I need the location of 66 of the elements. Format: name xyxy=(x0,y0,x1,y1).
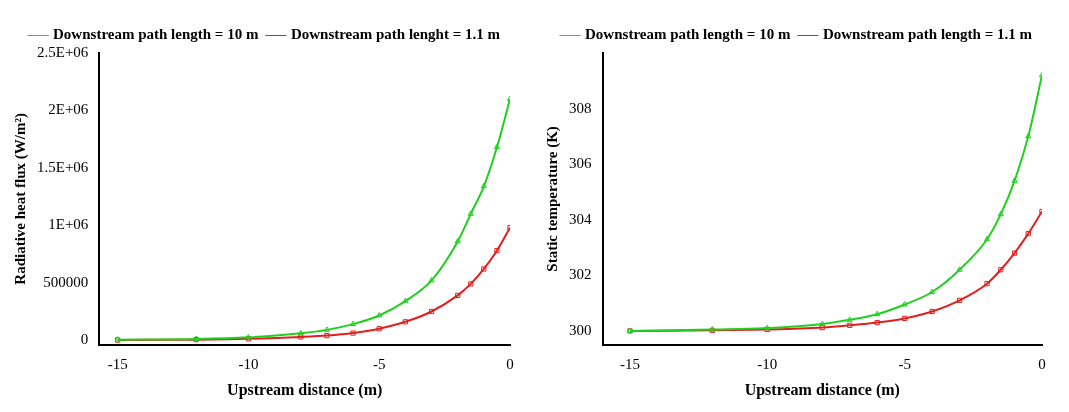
point xyxy=(298,334,304,340)
y-tick-label: 304 xyxy=(569,210,592,227)
point xyxy=(350,330,356,336)
legend-label: Downstream path length = 10 m xyxy=(585,26,791,43)
y-tick-label: 1.5E+06 xyxy=(37,158,89,175)
point xyxy=(376,326,382,332)
point xyxy=(874,310,881,317)
x-axis-title: Upstream distance (m) xyxy=(744,380,900,399)
point xyxy=(997,210,1004,217)
x-tick-label: 0 xyxy=(1038,355,1046,372)
x-tick-label: 0 xyxy=(506,355,514,372)
legend-label: Downstream path lenght = 1.1 m xyxy=(290,26,501,43)
y-tick-label: 308 xyxy=(569,99,592,116)
point xyxy=(480,182,487,189)
x-tick-label: -10 xyxy=(757,355,778,372)
point xyxy=(376,312,383,318)
x-tick-label: -15 xyxy=(107,355,128,372)
point xyxy=(323,326,331,332)
point xyxy=(983,235,991,242)
point xyxy=(929,308,935,315)
point xyxy=(1025,132,1032,139)
point xyxy=(1025,231,1031,237)
y-tick-label: 500000 xyxy=(43,273,89,290)
y-axis-title: Static temperature (K) xyxy=(543,126,561,272)
point xyxy=(901,301,908,307)
point xyxy=(324,332,330,339)
point xyxy=(428,276,435,283)
y-tick-label: 0 xyxy=(80,331,89,348)
point xyxy=(1011,177,1018,183)
point xyxy=(493,143,501,150)
y-tick-label: 1E+06 xyxy=(48,216,89,233)
legend-label: Downstream path length = 10 m xyxy=(53,26,259,43)
point xyxy=(846,316,853,322)
y-axis-title: Radiative heat flux (W/m²) xyxy=(11,113,29,285)
point xyxy=(847,322,853,328)
point xyxy=(874,319,880,326)
point xyxy=(349,320,357,327)
point xyxy=(402,319,408,325)
legend-label: Downstream path length = 1.1 m xyxy=(822,26,1033,43)
point xyxy=(819,320,826,326)
x-axis-title: Upstream distance (m) xyxy=(227,380,383,399)
point xyxy=(984,281,990,287)
point xyxy=(297,329,304,336)
point xyxy=(1011,250,1018,256)
point xyxy=(428,308,435,315)
point xyxy=(454,237,461,244)
y-tick-label: 2E+06 xyxy=(48,101,89,118)
point xyxy=(455,292,461,299)
y-tick-label: 300 xyxy=(569,321,592,338)
point xyxy=(467,210,474,216)
y-tick-label: 2.5E+06 xyxy=(37,43,89,60)
x-tick-label: -5 xyxy=(372,355,386,372)
x-tick-label: -15 xyxy=(619,355,640,372)
y-tick-label: 306 xyxy=(569,155,592,172)
point xyxy=(956,266,963,272)
y-tick-label: 302 xyxy=(569,266,592,283)
point xyxy=(402,297,409,304)
point xyxy=(494,247,500,254)
point xyxy=(481,266,487,272)
x-tick-label: -10 xyxy=(238,355,259,372)
point xyxy=(902,315,908,322)
x-tick-label: -5 xyxy=(898,355,911,372)
point xyxy=(998,267,1004,273)
point xyxy=(468,281,474,287)
point xyxy=(929,288,936,294)
point xyxy=(956,297,963,303)
